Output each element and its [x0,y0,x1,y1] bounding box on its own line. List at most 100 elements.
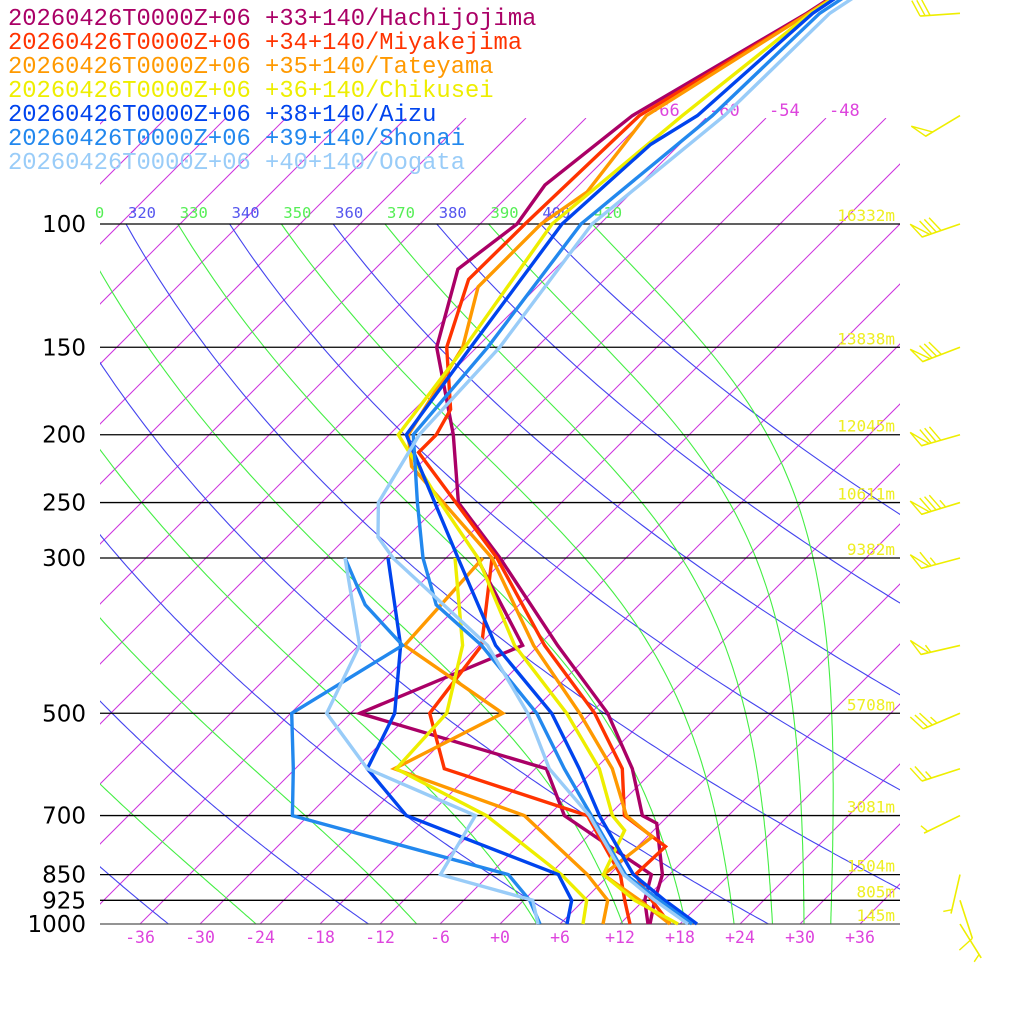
temperature-axis-labels: -36 -30 -24 -18 -12 -6 +0 +6 +12 +18 +24 +30 +36 [125,928,875,947]
wind-barb-staff [950,874,961,914]
wind-barb-half [943,908,953,913]
legend-entry-shonai: 20260426T0000Z+06 +39+140/Shonai [8,126,465,153]
dewpoint-line-miyakejima [427,557,632,925]
height-label: 9382m [847,540,895,559]
theta-label: 350 [283,204,311,222]
wind-barb-full [919,429,932,444]
temperature-line-tateyama [406,0,833,926]
wind-barb-full [919,712,933,726]
wind-barb-half [929,557,937,565]
theta-label: 320 [128,204,156,222]
legend-entry-miyakejima: 20260426T0000Z+06 +34+140/Miyakejima [8,30,522,57]
wind-barb [959,923,982,963]
temperature-tick-label: +12 [605,928,635,947]
isotherm-line [559,583,900,924]
isotherm-line [100,118,287,305]
wind-barb-full [921,0,931,16]
isotherm-line [100,118,527,545]
wind-barb-half [920,825,929,832]
height-label: 805m [856,882,895,901]
isotherm-line [100,118,467,485]
dewpoint-line-oogata [324,557,540,925]
wind-barb-flag [910,125,935,138]
wind-barb-staff [921,767,961,782]
temperature-line-oogata [376,0,854,926]
isotherm-line [100,118,407,425]
profile-shonai [289,0,844,926]
wind-barb-half [924,644,932,653]
temperature-tick-label: +18 [665,928,695,947]
pressure-label: 150 [42,335,86,361]
wind-barb [920,814,961,834]
wind-barb [910,114,961,138]
legend: 20260426T0000Z+06 +33+140/Hachijojima 20… [8,6,536,177]
wind-barb [909,551,961,570]
wind-barb-flag [909,639,931,656]
wind-barb-staff [922,712,961,730]
isotherm-line [619,643,900,924]
wind-barb-full [909,716,924,730]
theta-label: 360 [335,204,363,222]
legend-entry-aizu: 20260426T0000Z+06 +38+140/Aizu [8,102,436,129]
wind-barb-full [924,496,937,511]
temperature-line-shonai [411,0,844,926]
temperature-tick-label: -18 [305,928,335,947]
wind-barb-flag [909,431,931,447]
theta-label: 390 [491,204,519,222]
temperature-tick-label: +30 [785,928,815,947]
temperature-tick-label: +36 [845,928,875,947]
isotherm-line [100,118,887,905]
wind-barb [909,217,961,238]
pressure-label: 500 [42,701,86,727]
theta-label: 310 [76,204,104,222]
wind-barb [909,494,961,516]
height-label: 1504m [847,857,895,876]
wind-barb-staff [923,814,961,834]
wind-barb-full [916,0,926,17]
wind-barb-staff [959,900,974,939]
wind-barb-full [919,551,932,567]
pressure-label: 1000 [27,912,86,938]
wind-barb [943,874,961,914]
wind-barb-full [919,345,933,359]
profile-miyakejima [416,0,833,926]
temperature-tick-label: +24 [725,928,755,947]
wind-barb-half [930,716,938,724]
wind-barb [909,766,961,782]
wind-barb-full [909,767,923,782]
temperature-tick-label: +6 [550,928,570,947]
dewpoint-line-tateyama [390,556,610,925]
legend-entry-tateyama: 20260426T0000Z+06 +35+140/Tateyama [8,54,494,81]
profile-tateyama [390,0,833,926]
wind-barb-full [928,341,942,355]
isotherm-line [100,118,827,845]
legend-entry-hachijojima: 20260426T0000Z+06 +33+140/Hachijojima [8,6,536,33]
theta-label: 330 [180,204,208,222]
isotherm-line [199,223,900,924]
isotherm-line [100,118,587,605]
wind-barb-half [939,499,947,508]
wind-barb [909,639,961,656]
profile-aizu [365,0,836,926]
isotherm-line [739,763,900,924]
wind-barb-full [914,766,928,780]
temperature-tick-label: -12 [365,928,395,947]
theta-label: 380 [439,204,467,222]
dewpoint-line-aizu [365,557,574,925]
wind-barb-full [923,218,937,233]
profile-oogata [324,0,854,926]
isotherm-line [259,283,900,924]
wind-barb-full [928,426,942,441]
temperature-tick-label: -30 [185,928,215,947]
pressure-label: 300 [42,546,86,572]
wind-barb-flag [909,500,932,516]
height-labels: 16332m 13838m 12045m 10611m 9382m 5708m 3081m 1… [837,206,895,925]
temperature-line-aizu [404,0,836,926]
isotherm-line [379,403,900,924]
sounding-profiles [289,0,854,926]
pressure-label: 850 [42,863,86,889]
wind-barb-full [924,427,937,443]
